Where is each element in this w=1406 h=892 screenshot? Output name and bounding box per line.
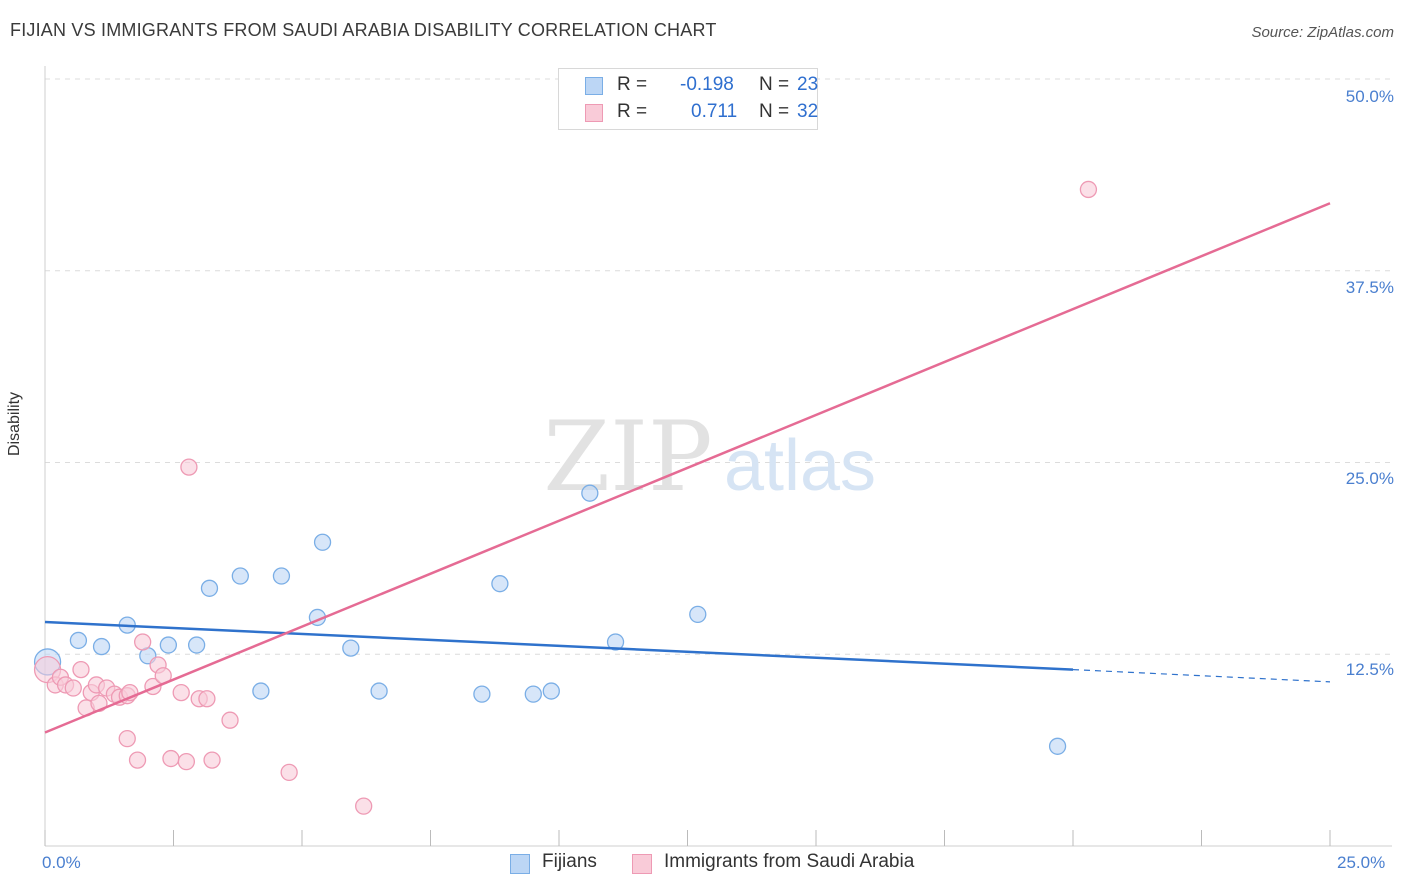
legend-r-value: -0.198 [680,74,734,95]
fijians-point [491,575,509,593]
y-tick-label: 12.5% [1345,660,1394,679]
fijians-trend-line [44,620,1074,671]
legend-r-label: R = [617,74,648,95]
bottom-legend-swatch-fijians [510,854,530,874]
watermark-zip: ZIP [543,401,712,513]
legend-swatch-fijians [585,77,603,95]
fijians-point [187,636,206,654]
watermark-atlas: atlas [724,426,876,506]
legend-n-value: 32 [797,101,819,122]
axes [44,66,1392,847]
saudi-point [1079,180,1098,199]
fijians-point [342,639,360,657]
fijians-point [370,682,388,700]
saudi-point [177,752,196,771]
saudi-point [72,660,90,679]
fijians-trend-extension [1072,668,1331,683]
legend-r-label: R = [617,101,648,122]
fijians-point [542,682,560,700]
fijians-point [313,533,332,551]
trend-lines [44,202,1331,734]
bottom-legend-label: Fijians [542,851,597,872]
legend-n-label: N = [759,74,790,95]
saudi-point [355,797,373,815]
saudi-point [203,751,221,769]
fijians-point [69,631,88,650]
saudi-point [162,749,180,768]
saudi-point [172,683,190,702]
fijians-point [272,567,291,585]
saudi-point [180,458,198,476]
chart-source: Source: ZipAtlas.com [1251,24,1394,41]
data-points [33,180,1098,815]
saudi-point [280,763,298,782]
x-tick-label-max: 25.0% [1337,853,1386,872]
legend-swatch-saudi [585,104,603,122]
saudi-point [198,690,216,708]
fijians-point [581,484,599,502]
bottom-legend-saudi: Immigrants from Saudi Arabia [632,851,952,877]
y-tick-label: 50.0% [1345,87,1394,106]
fijians-point [200,579,219,597]
chart-title: FIJIAN VS IMMIGRANTS FROM SAUDI ARABIA D… [10,20,717,40]
fijians-point [252,682,270,700]
saudi-point [118,729,136,748]
fijians-point [231,567,249,585]
legend-n-value: 23 [797,74,819,95]
legend-n-label: N = [759,101,790,122]
legend-r-value: 0.711 [691,101,738,122]
saudi-point [221,711,239,729]
x-tick-label-min: 0.0% [42,853,81,872]
fijians-point [524,685,542,703]
saudi-point [134,633,152,651]
gridlines [45,78,1392,655]
bottom-legend-swatch-saudi [632,854,652,874]
fijians-point [92,637,111,656]
saudi-point [64,679,82,697]
bottom-legend-label: Immigrants from Saudi Arabia [664,851,915,872]
correlation-legend: R = -0.198 N = 23 R = 0.711 N = 32 [558,68,818,130]
saudi-point [128,751,147,769]
fijians-point [689,605,707,624]
fijians-point [159,636,178,654]
fijians-point [473,685,491,703]
fijians-point [1048,737,1067,755]
y-tick-label: 37.5% [1345,278,1394,297]
saudi-trend-line [44,202,1331,734]
bottom-legend-fijians: Fijians [510,851,650,877]
y-tick-label: 25.0% [1345,469,1394,488]
fijians-point [606,633,625,651]
watermark: ZIP atlas [543,401,876,513]
